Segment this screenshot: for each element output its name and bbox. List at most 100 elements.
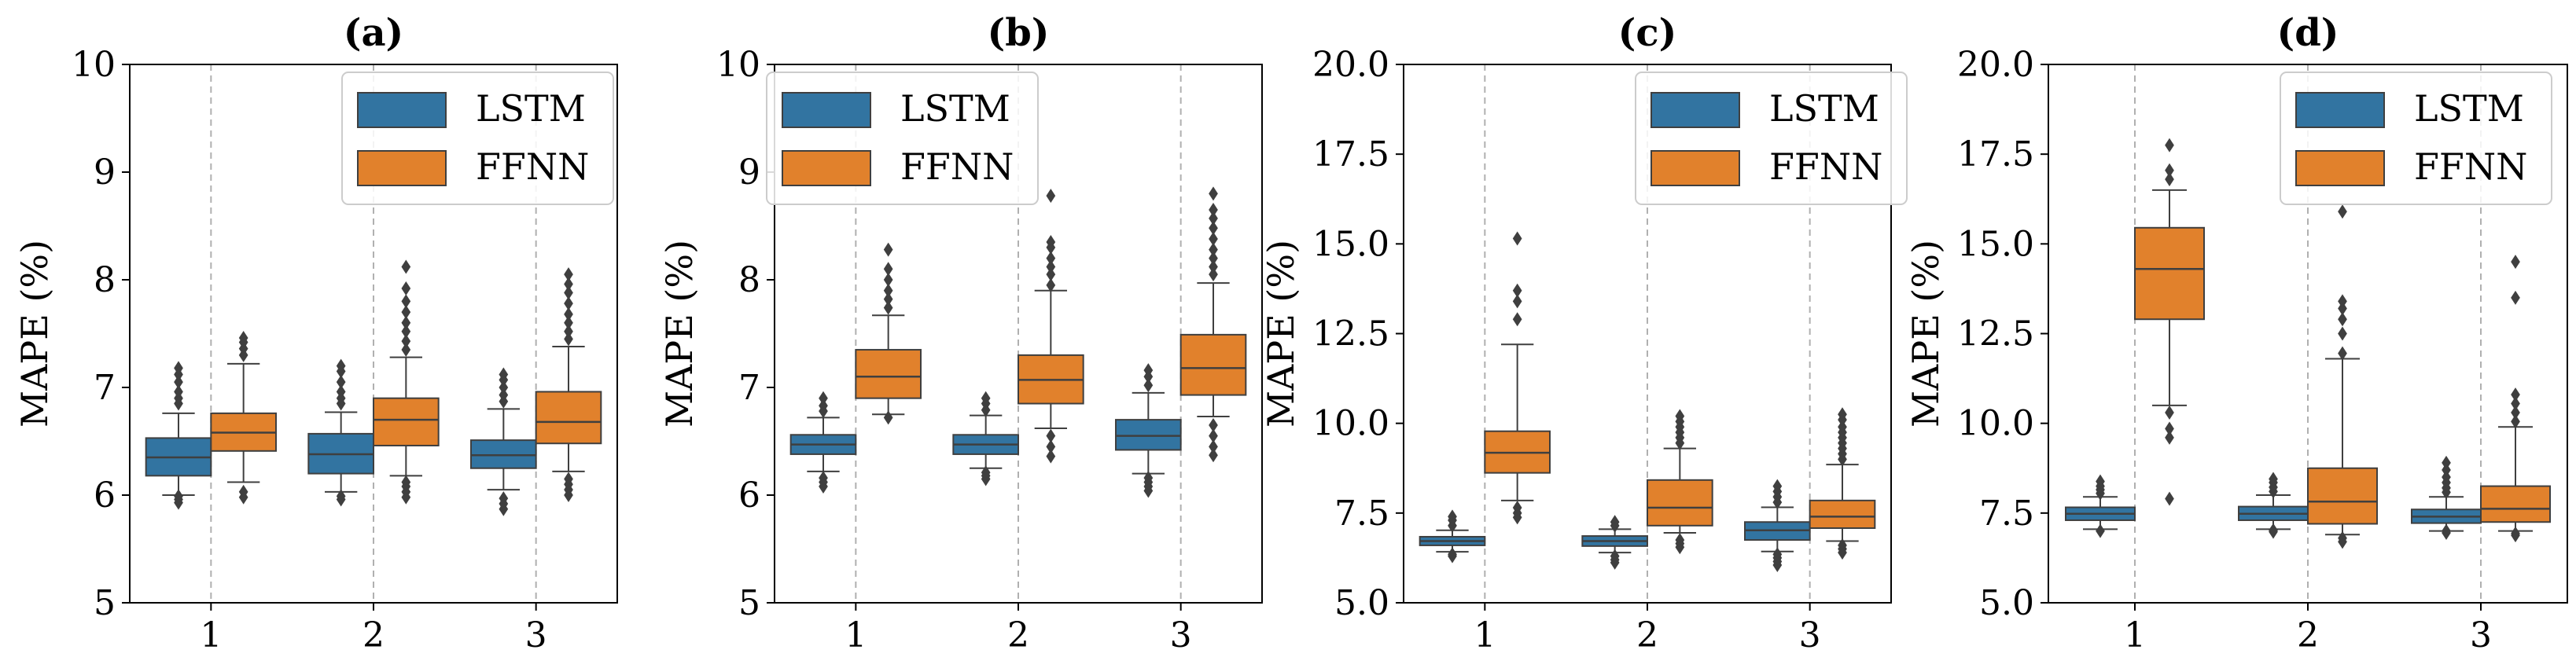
chart-panel-c: 5.0 7.5 10.0 12.5 15.0 17.5 20.0 1 2 3 (c) MAPE (%)… — [1260, 11, 1908, 655]
outlier-point — [174, 384, 183, 399]
box-ffnn — [1809, 499, 1876, 530]
outlier-point — [499, 380, 509, 395]
box-ffnn — [1179, 333, 1247, 396]
outlier-point — [1610, 515, 1620, 530]
outlier-point — [336, 384, 346, 399]
outlier-point — [2511, 405, 2520, 420]
chart-panel-d: 5.0 7.5 10.0 12.5 15.0 17.5 20.0 1 2 3 (d) MAPE (%)… — [1904, 11, 2568, 655]
legend-label-ffnn: FFNN — [476, 145, 589, 188]
legend-label-lstm: LSTM — [2414, 87, 2524, 130]
outlier-point — [1512, 283, 1522, 298]
outlier-point — [2338, 301, 2347, 316]
outlier-point — [499, 387, 509, 402]
outlier-point — [883, 292, 893, 306]
outlier-point — [1772, 479, 1783, 494]
outlier-point — [401, 315, 411, 330]
y-axis-label: MAPE (%) — [1904, 240, 1947, 428]
outlier-point — [2511, 290, 2520, 305]
chart-title: (a) — [344, 11, 404, 55]
y-tick-label: 9 — [94, 152, 116, 193]
outlier-point — [1512, 231, 1522, 246]
legend-swatch-ffnn — [782, 150, 871, 186]
outlier-point — [2338, 312, 2347, 327]
outlier-point — [1209, 428, 1218, 443]
legend-label-lstm: LSTM — [476, 87, 586, 130]
outlier-point — [1046, 439, 1056, 454]
x-tick-label: 3 — [525, 615, 547, 655]
outlier-point — [564, 285, 573, 300]
legend-label-lstm: LSTM — [900, 87, 1010, 130]
box-ffnn — [2480, 485, 2551, 523]
chart-title: (b) — [988, 11, 1050, 55]
y-tick-label: 5.0 — [1334, 583, 1389, 623]
x-tick-label: 3 — [1799, 615, 1821, 655]
outlier-point — [564, 472, 573, 486]
y-tick-label: 5 — [94, 583, 116, 623]
outlier-point — [1209, 231, 1218, 246]
y-tick-label: 20.0 — [1312, 45, 1389, 85]
box-ffnn — [1647, 479, 1713, 527]
chart-panel-b: 5 6 7 8 9 10 1 2 3 (b) MAPE (%) LSTM FFNN — [658, 11, 1263, 655]
legend-swatch-ffnn — [357, 150, 447, 186]
x-tick-label: 1 — [2124, 615, 2146, 655]
chart-title: (c) — [1618, 11, 1677, 55]
outlier-point — [238, 484, 248, 499]
x-tick-label: 3 — [2470, 615, 2492, 655]
x-tick-label: 2 — [2297, 615, 2319, 655]
outlier-point — [1046, 277, 1056, 292]
outlier-point — [1838, 420, 1847, 435]
outlier-point — [2269, 472, 2278, 486]
outlier-point — [2511, 414, 2520, 429]
outlier-point — [401, 259, 411, 274]
outlier-point — [564, 324, 573, 339]
y-tick-label: 7 — [738, 368, 760, 408]
outlier-point — [564, 296, 573, 311]
outlier-point — [2442, 523, 2451, 538]
outlier-point — [238, 330, 248, 345]
legend-swatch-lstm — [1650, 92, 1740, 128]
outlier-point — [2096, 474, 2105, 489]
legend: LSTM FFNN — [766, 72, 1039, 205]
outlier-point — [564, 315, 573, 330]
legend-label-lstm: LSTM — [1769, 87, 1879, 130]
outlier-point — [2338, 346, 2347, 361]
outlier-point — [1209, 259, 1218, 274]
outlier-point — [1209, 211, 1218, 226]
outlier-point — [564, 267, 573, 282]
outlier-point — [174, 489, 183, 504]
outlier-point — [883, 273, 893, 287]
y-tick-label: 10.0 — [1957, 404, 2034, 444]
outlier-point — [499, 491, 509, 506]
outlier-point — [401, 305, 411, 320]
y-axis-label: MAPE (%) — [1260, 240, 1302, 428]
outlier-point — [1209, 267, 1218, 282]
y-tick-label: 7.5 — [1979, 494, 2034, 534]
legend-swatch-lstm — [357, 92, 447, 128]
outlier-point — [401, 334, 411, 349]
y-tick-label: 17.5 — [1957, 134, 2034, 174]
x-tick-label: 2 — [1636, 615, 1658, 655]
outlier-point — [1046, 235, 1056, 250]
outlier-point — [2442, 470, 2451, 485]
outlier-point — [1675, 409, 1685, 424]
x-tick-label: 2 — [362, 615, 385, 655]
outlier-point — [1046, 449, 1056, 464]
box-ffnn — [535, 391, 602, 445]
outlier-point — [499, 367, 509, 382]
outlier-point — [883, 283, 893, 298]
legend-swatch-lstm — [782, 92, 871, 128]
outlier-point — [1046, 428, 1056, 443]
y-axis-label: MAPE (%) — [658, 240, 701, 428]
outlier-point — [2338, 204, 2347, 219]
outlier-point — [2511, 387, 2520, 402]
y-tick-label: 6 — [94, 475, 116, 516]
y-tick-label: 6 — [738, 475, 760, 516]
outlier-point — [2442, 455, 2451, 470]
legend-swatch-ffnn — [1650, 150, 1740, 186]
outlier-point — [1209, 221, 1218, 236]
box-ffnn — [2307, 467, 2378, 525]
outlier-point — [1209, 251, 1218, 266]
chart-panel-a: 5 6 7 8 9 10 1 2 3 (a) MAPE (%) LSTM FFNN — [13, 11, 618, 655]
y-tick-label: 8 — [738, 260, 760, 300]
